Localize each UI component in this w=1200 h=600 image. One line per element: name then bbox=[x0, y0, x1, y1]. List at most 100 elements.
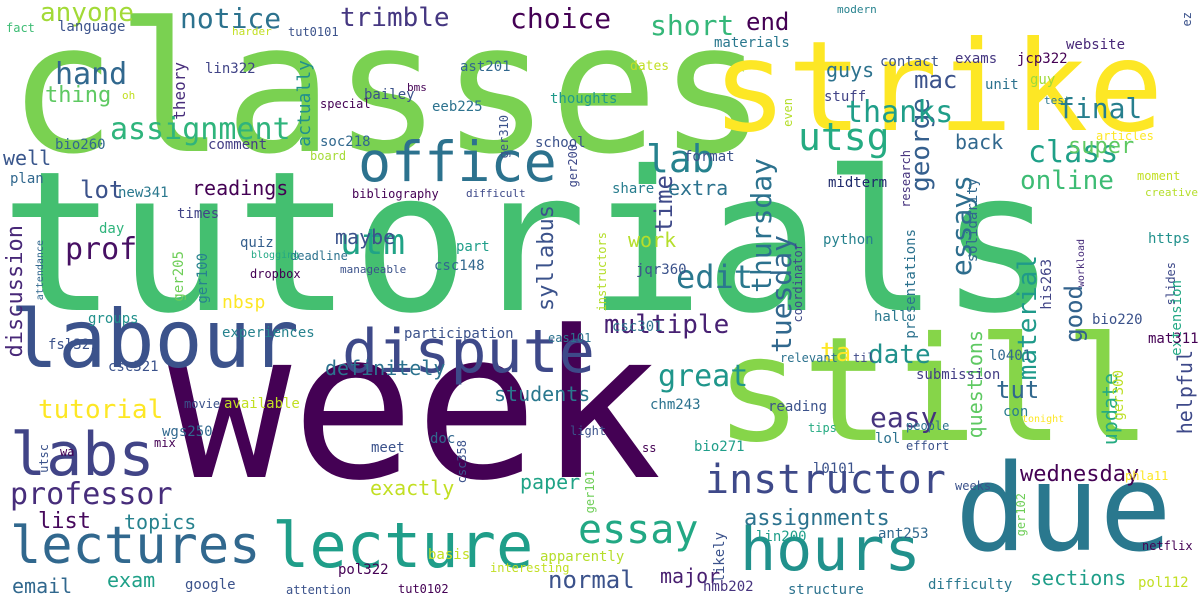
word-final: final bbox=[1058, 92, 1143, 125]
word-pol322: pol322 bbox=[338, 562, 389, 578]
word-participation: participation bbox=[404, 326, 514, 342]
word-contact: contact bbox=[880, 54, 940, 70]
word-soc218: soc218 bbox=[320, 134, 371, 150]
word-ta: ta bbox=[820, 338, 852, 368]
word-bms: bms bbox=[407, 81, 427, 94]
word-netflix: netflix bbox=[1142, 539, 1193, 553]
word-classes: classes bbox=[8, 0, 767, 194]
word-dropbox: dropbox bbox=[250, 267, 301, 281]
word-ger200: ger200 bbox=[566, 144, 580, 188]
word-weeks: weeks bbox=[955, 479, 992, 493]
word-solidarity: solidarity bbox=[965, 178, 981, 263]
word-l0101: l0101 bbox=[813, 461, 856, 477]
word-times: times bbox=[177, 206, 220, 222]
word-utsg: utsg bbox=[798, 115, 890, 159]
word-csc321: csc321 bbox=[108, 359, 159, 375]
word-lol: lol bbox=[875, 431, 901, 447]
word-due: due bbox=[955, 440, 1172, 579]
word-labour: labour bbox=[10, 293, 299, 386]
word-email: email bbox=[12, 574, 73, 598]
word-new341: new341 bbox=[118, 185, 169, 201]
word-likely: likely bbox=[712, 532, 728, 583]
word-professor: professor bbox=[10, 477, 173, 512]
word-lectures: lectures bbox=[10, 516, 261, 576]
word-syllabus: syllabus bbox=[534, 205, 559, 311]
word-dates: dates bbox=[630, 59, 670, 74]
word-tut0102: tut0102 bbox=[398, 582, 449, 596]
word-edit: edit bbox=[676, 258, 754, 296]
word-hmb202: hmb202 bbox=[703, 579, 754, 595]
word-ger205: ger205 bbox=[171, 251, 187, 302]
word-workload: workload bbox=[1076, 239, 1087, 288]
word-google: google bbox=[185, 577, 236, 593]
word-mac: mac bbox=[914, 66, 958, 94]
word-nbsp: nbsp bbox=[222, 292, 266, 313]
word-modern: modern bbox=[837, 3, 877, 16]
word-effort: effort bbox=[906, 439, 950, 453]
word-instructor: instructor bbox=[705, 457, 946, 503]
word-hall: hall bbox=[874, 309, 908, 325]
word-bailey: bailey bbox=[364, 87, 415, 103]
word-list: list bbox=[38, 509, 91, 534]
word-easy: easy bbox=[870, 401, 938, 434]
word-exams: exams bbox=[955, 51, 998, 67]
word-lecture: lecture bbox=[272, 509, 534, 582]
word-chm243: chm243 bbox=[650, 397, 701, 413]
word-experiences: experiences bbox=[222, 325, 315, 341]
word-manageable: manageable bbox=[340, 263, 407, 276]
word-exactly: exactly bbox=[370, 476, 455, 500]
word-guys: guys bbox=[826, 58, 875, 82]
word-good: good bbox=[1060, 285, 1088, 343]
word-jqr360: jqr360 bbox=[636, 262, 687, 278]
word-helpful: helpful bbox=[1173, 350, 1197, 435]
word-reading: reading bbox=[768, 399, 828, 415]
word-csc148: csc148 bbox=[434, 258, 485, 274]
word-part: part bbox=[456, 239, 490, 255]
word-format: format bbox=[684, 149, 735, 165]
word-paper: paper bbox=[520, 470, 581, 494]
word-instructors: instructors bbox=[595, 232, 609, 312]
word-doc: doc bbox=[430, 431, 456, 447]
word-https: https bbox=[1148, 231, 1191, 247]
word-difficult: difficult bbox=[466, 187, 526, 200]
word-relevant: relevant bbox=[780, 351, 838, 365]
word-available: available bbox=[224, 396, 300, 412]
word-utm: utm bbox=[340, 222, 406, 263]
word-short: short bbox=[650, 9, 735, 42]
word-actually: actually bbox=[294, 60, 315, 147]
word-tutorial: tutorial bbox=[38, 395, 164, 425]
word-groups: groups bbox=[88, 311, 139, 327]
word-comment: comment bbox=[208, 137, 268, 153]
word-fact: fact bbox=[6, 21, 35, 35]
word-thing: thing bbox=[45, 83, 112, 108]
word-con: con bbox=[1003, 404, 1029, 420]
word-anyone: anyone bbox=[40, 0, 134, 28]
word-basis: basis bbox=[428, 547, 471, 563]
word-bio220: bio220 bbox=[1092, 312, 1143, 328]
word-assignments: assignments bbox=[744, 506, 890, 531]
word-csc301: csc301 bbox=[612, 319, 663, 335]
word-his263: his263 bbox=[1039, 259, 1055, 310]
word-school: school bbox=[535, 135, 586, 151]
word-research: research bbox=[899, 150, 913, 208]
word-sections: sections bbox=[1030, 566, 1127, 590]
word-website: website bbox=[1066, 37, 1126, 53]
word-difficulty: difficulty bbox=[928, 577, 1013, 593]
word-til: til bbox=[853, 351, 875, 365]
word-end: end bbox=[746, 8, 790, 36]
word-stuff: stuff bbox=[824, 89, 867, 105]
word-tutorials: tutorials bbox=[0, 129, 1057, 356]
word-utsc: utsc bbox=[37, 444, 51, 473]
word-jcp322: jcp322 bbox=[1017, 51, 1068, 67]
word-strike: strike bbox=[712, 15, 1164, 160]
word-moment: moment bbox=[1137, 169, 1181, 183]
word-students: students bbox=[494, 382, 591, 406]
word-creative: creative bbox=[1145, 186, 1198, 199]
word-hours: hours bbox=[740, 515, 921, 585]
word-theory: theory bbox=[170, 62, 189, 120]
word-ez: ez bbox=[1180, 12, 1194, 27]
word-guy: guy bbox=[1030, 72, 1056, 88]
word-tut: tut bbox=[996, 376, 1040, 404]
word-board: board bbox=[310, 149, 347, 163]
